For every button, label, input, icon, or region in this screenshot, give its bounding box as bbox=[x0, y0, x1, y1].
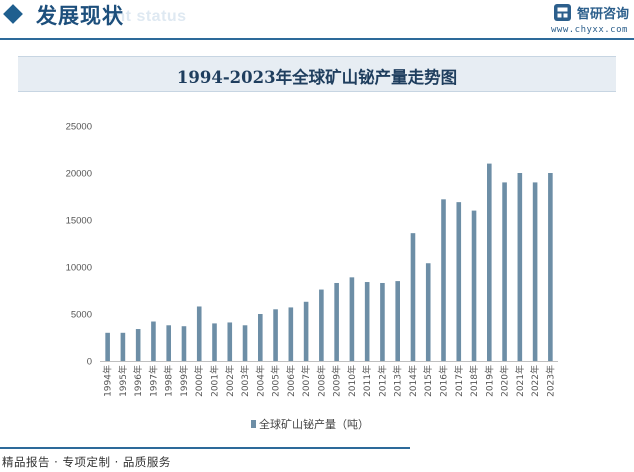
x-tick-label: 1997年 bbox=[147, 365, 159, 397]
bar-series bbox=[105, 163, 553, 361]
bar bbox=[288, 307, 294, 361]
bar bbox=[242, 325, 248, 361]
x-tick-label: 2017年 bbox=[453, 365, 465, 397]
x-tick-label: 2001年 bbox=[209, 365, 221, 397]
bar bbox=[273, 309, 278, 361]
bar bbox=[120, 332, 126, 361]
bar bbox=[319, 289, 324, 361]
x-tick-label: 2006年 bbox=[285, 365, 297, 397]
x-tick-label: 2008年 bbox=[315, 365, 327, 397]
bar bbox=[364, 282, 370, 361]
bar bbox=[196, 306, 202, 361]
bar bbox=[258, 314, 263, 361]
x-tick-label: 2003年 bbox=[239, 365, 251, 397]
bar bbox=[410, 233, 416, 361]
x-tick-label: 2005年 bbox=[270, 365, 282, 397]
y-tick-label: 10000 bbox=[66, 263, 92, 274]
x-tick-label: 1999年 bbox=[178, 365, 190, 397]
header-divider bbox=[0, 38, 634, 40]
x-tick-label: 2022年 bbox=[529, 365, 541, 397]
bar bbox=[303, 301, 309, 361]
footer-text: 精品报告 · 专项定制 · 品质服务 bbox=[2, 455, 171, 469]
bar bbox=[181, 326, 187, 361]
legend-swatch bbox=[251, 420, 256, 428]
x-tick-label: 1994年 bbox=[102, 365, 114, 397]
bar bbox=[471, 210, 477, 361]
y-axis: 0 5000 10000 15000 20000 25000 bbox=[66, 122, 92, 368]
bar bbox=[502, 182, 507, 361]
footer-divider bbox=[0, 447, 410, 449]
legend: 全球矿山铋产量（吨） bbox=[251, 417, 369, 431]
x-tick-label: 2002年 bbox=[224, 365, 236, 397]
bar bbox=[380, 282, 385, 361]
x-tick-label: 2000年 bbox=[193, 365, 205, 397]
bar bbox=[334, 282, 339, 361]
diamond-icon bbox=[3, 4, 23, 24]
bar bbox=[349, 277, 355, 361]
bar bbox=[166, 325, 171, 361]
chart-title: 1994-2023年全球矿山铋产量走势图 bbox=[176, 68, 458, 87]
x-axis: 1994年 1995年 1996年 1997年 1998年 1999年 2000年 2001年… bbox=[102, 365, 557, 397]
bar bbox=[456, 202, 462, 361]
y-tick-label: 15000 bbox=[66, 216, 92, 227]
y-tick-label: 0 bbox=[87, 357, 92, 368]
x-tick-label: 2013年 bbox=[392, 365, 404, 397]
x-tick-label: 2011年 bbox=[361, 365, 373, 397]
y-tick-label: 20000 bbox=[66, 169, 92, 180]
bar bbox=[487, 163, 492, 361]
x-tick-label: 2023年 bbox=[544, 365, 556, 397]
x-tick-label: 2019年 bbox=[483, 365, 495, 397]
brand-url: www.chyxx.com bbox=[551, 25, 628, 35]
bar bbox=[212, 323, 217, 361]
x-tick-label: 1998年 bbox=[163, 365, 175, 397]
y-tick-label: 5000 bbox=[71, 310, 92, 321]
x-tick-label: 2010年 bbox=[346, 365, 358, 397]
bar bbox=[517, 173, 523, 361]
bar bbox=[548, 173, 553, 361]
x-tick-label: 1995年 bbox=[117, 365, 129, 397]
bar bbox=[135, 329, 141, 361]
y-tick-label: 25000 bbox=[66, 122, 92, 133]
header-subtitle: ent status bbox=[106, 8, 187, 25]
bar bbox=[441, 199, 446, 361]
bar bbox=[425, 263, 431, 361]
x-tick-label: 2012年 bbox=[376, 365, 388, 397]
x-tick-label: 1996年 bbox=[132, 365, 144, 397]
bar-chart: 0 5000 10000 15000 20000 25000 1994年 1995年 1996… bbox=[66, 122, 558, 431]
brand-name: 智研咨询 bbox=[577, 7, 630, 22]
x-tick-label: 2020年 bbox=[499, 365, 511, 397]
x-tick-label: 2014年 bbox=[407, 365, 419, 397]
bar bbox=[532, 182, 538, 361]
x-tick-label: 2015年 bbox=[422, 365, 434, 397]
x-tick-label: 2004年 bbox=[254, 365, 266, 397]
bar bbox=[395, 281, 400, 361]
page-header: ent status 发展现状 智研咨询 www.chyxx.com bbox=[0, 0, 634, 40]
x-tick-label: 2018年 bbox=[468, 365, 480, 397]
chart-title-banner: 1994-2023年全球矿山铋产量走势图 bbox=[18, 56, 616, 92]
x-tick-label: 2021年 bbox=[514, 365, 526, 397]
x-tick-label: 2009年 bbox=[331, 365, 343, 397]
bar bbox=[151, 321, 156, 361]
x-tick-label: 2007年 bbox=[300, 365, 312, 397]
legend-label: 全球矿山铋产量（吨） bbox=[259, 417, 369, 431]
brand-logo-icon bbox=[554, 4, 571, 21]
bar bbox=[105, 332, 110, 361]
header-title: 发展现状 bbox=[36, 3, 124, 28]
x-tick-label: 2016年 bbox=[438, 365, 450, 397]
bar bbox=[227, 322, 233, 361]
